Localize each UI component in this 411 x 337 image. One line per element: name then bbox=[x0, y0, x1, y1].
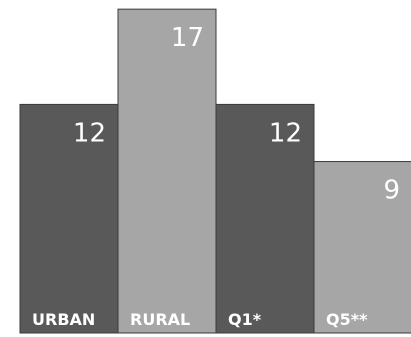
bar-3 bbox=[313, 161, 411, 334]
bar-1 bbox=[117, 8, 217, 334]
bar-0 bbox=[19, 103, 119, 334]
category-label-1: RURAL bbox=[130, 310, 190, 329]
category-label-2: Q1* bbox=[228, 310, 262, 329]
bar-2 bbox=[215, 103, 315, 334]
data-label-1: 17 bbox=[171, 23, 204, 53]
data-label-3: 9 bbox=[383, 176, 400, 206]
data-label-2: 12 bbox=[269, 118, 302, 148]
category-label-0: URBAN bbox=[32, 310, 95, 329]
data-label-0: 12 bbox=[73, 118, 106, 148]
category-label-3: Q5** bbox=[326, 310, 368, 329]
